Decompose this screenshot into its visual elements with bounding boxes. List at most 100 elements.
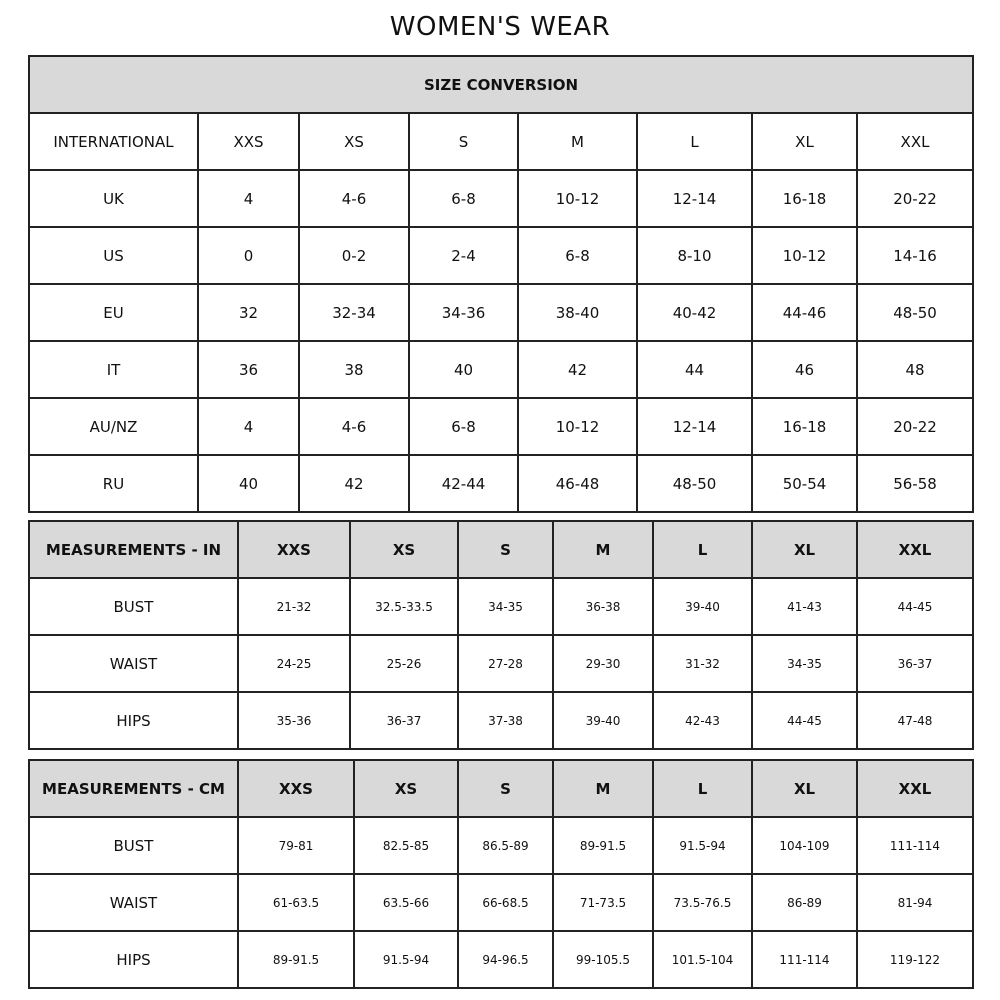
table-row: UK 4 4-6 6-8 10-12 12-14 16-18 20-22: [28, 169, 975, 228]
table-cell: 44-45: [856, 577, 974, 636]
table-cell: 42-43: [652, 691, 753, 750]
table-cell: 6-8: [408, 169, 519, 228]
table-header: SIZE CONVERSION: [27, 55, 975, 114]
table-cell: 50-54: [751, 454, 858, 513]
table-cell: 8-10: [636, 226, 753, 285]
table-cell: 99-105.5: [552, 930, 654, 989]
table-cell: 0: [197, 226, 300, 285]
table-cell: 111-114: [856, 816, 974, 875]
table-cell: 48: [855, 340, 975, 399]
table-cell: 4-6: [298, 169, 410, 228]
row-label: BUST: [28, 577, 239, 636]
row-label: WAIST: [28, 873, 239, 932]
table-cell: 40-42: [636, 283, 753, 342]
table-cell: 81-94: [856, 873, 974, 932]
table-cell: 10-12: [751, 226, 858, 285]
table-row: INTERNATIONAL XXS XS S M L XL XXL: [28, 112, 975, 171]
table-cell: 20-22: [855, 169, 975, 228]
measurements-cm-table: MEASUREMENTS - CM XXS XS S M L XL XXL BUST 79-81 8…: [28, 759, 974, 989]
table-cell: 40: [197, 454, 300, 513]
table-cell: 6-8: [408, 397, 519, 456]
table-cell: 4: [197, 169, 300, 228]
table-cell: 36: [197, 340, 300, 399]
size-header: XL: [751, 759, 858, 818]
table-cell: M: [517, 112, 638, 171]
table-cell: 16-18: [751, 169, 858, 228]
size-header: XXS: [237, 520, 351, 579]
table-row: US 0 0-2 2-4 6-8 8-10 10-12 14-16: [28, 226, 975, 285]
table-cell: 44: [636, 340, 753, 399]
table-row: BUST 21-32 32.5-33.5 34-35 36-38 39-40 41-43 44…: [28, 577, 974, 636]
row-label: EU: [28, 283, 199, 342]
table-cell: 34-35: [751, 634, 858, 693]
table-row: BUST 79-81 82.5-85 86.5-89 89-91.5 91.5-94 104…: [28, 816, 974, 875]
table-cell: 32-34: [298, 283, 410, 342]
table-cell: 42: [298, 454, 410, 513]
table-cell: 86.5-89: [457, 816, 554, 875]
table-cell: 91.5-94: [652, 816, 753, 875]
table-cell: 36-38: [552, 577, 654, 636]
size-header: XXS: [237, 759, 355, 818]
row-label: AU/NZ: [28, 397, 199, 456]
table-cell: 91.5-94: [353, 930, 459, 989]
size-header: XL: [751, 520, 858, 579]
table-cell: 16-18: [751, 397, 858, 456]
table-cell: 41-43: [751, 577, 858, 636]
row-label: IT: [28, 340, 199, 399]
row-label: RU: [28, 454, 199, 513]
size-header: XS: [353, 759, 459, 818]
table-cell: 46-48: [517, 454, 638, 513]
table-cell: 47-48: [856, 691, 974, 750]
table-cell: 4-6: [298, 397, 410, 456]
page-title: WOMEN'S WEAR: [389, 12, 611, 42]
table-header: MEASUREMENTS - CM: [28, 759, 239, 818]
table-cell: 39-40: [552, 691, 654, 750]
table-cell: 42-44: [408, 454, 519, 513]
table-cell: 32.5-33.5: [349, 577, 459, 636]
size-header: S: [457, 520, 554, 579]
size-header: XXL: [856, 759, 974, 818]
table-cell: 29-30: [552, 634, 654, 693]
table-cell: 27-28: [457, 634, 554, 693]
table-cell: 44-45: [751, 691, 858, 750]
table-cell: 71-73.5: [552, 873, 654, 932]
table-cell: XS: [298, 112, 410, 171]
table-cell: 48-50: [855, 283, 975, 342]
table-cell: 82.5-85: [353, 816, 459, 875]
size-header: S: [457, 759, 554, 818]
row-label: INTERNATIONAL: [28, 112, 199, 171]
table-header: MEASUREMENTS - IN: [28, 520, 239, 579]
row-label: HIPS: [28, 930, 239, 989]
table-cell: S: [408, 112, 519, 171]
table-cell: 25-26: [349, 634, 459, 693]
table-cell: 0-2: [298, 226, 410, 285]
table-cell: 40: [408, 340, 519, 399]
table-cell: 2-4: [408, 226, 519, 285]
size-header: L: [652, 520, 753, 579]
table-cell: 20-22: [855, 397, 975, 456]
size-header: L: [652, 759, 753, 818]
table-row: WAIST 24-25 25-26 27-28 29-30 31-32 34-35 36-37: [28, 634, 974, 693]
table-row: AU/NZ 4 4-6 6-8 10-12 12-14 16-18 20-22: [28, 397, 975, 456]
table-cell: 111-114: [751, 930, 858, 989]
table-cell: 46: [751, 340, 858, 399]
table-cell: 89-91.5: [552, 816, 654, 875]
size-header: XS: [349, 520, 459, 579]
table-header-row: MEASUREMENTS - CM XXS XS S M L XL XXL: [28, 759, 974, 818]
table-cell: 73.5-76.5: [652, 873, 753, 932]
table-cell: 101.5-104: [652, 930, 753, 989]
table-cell: 37-38: [457, 691, 554, 750]
table-row: RU 40 42 42-44 46-48 48-50 50-54 56-58: [28, 454, 975, 513]
table-cell: 32: [197, 283, 300, 342]
table-row: EU 32 32-34 34-36 38-40 40-42 44-46 48-50: [28, 283, 975, 342]
table-cell: 66-68.5: [457, 873, 554, 932]
table-cell: 89-91.5: [237, 930, 355, 989]
table-cell: 21-32: [237, 577, 351, 636]
table-cell: 10-12: [517, 169, 638, 228]
table-cell: 31-32: [652, 634, 753, 693]
table-row: HIPS 89-91.5 91.5-94 94-96.5 99-105.5 101.5-1…: [28, 930, 974, 989]
table-cell: 38-40: [517, 283, 638, 342]
table-cell: 36-37: [349, 691, 459, 750]
size-conversion-table: SIZE CONVERSION INTERNATIONAL XXS XS S M L XL XX…: [27, 55, 975, 513]
table-cell: 104-109: [751, 816, 858, 875]
